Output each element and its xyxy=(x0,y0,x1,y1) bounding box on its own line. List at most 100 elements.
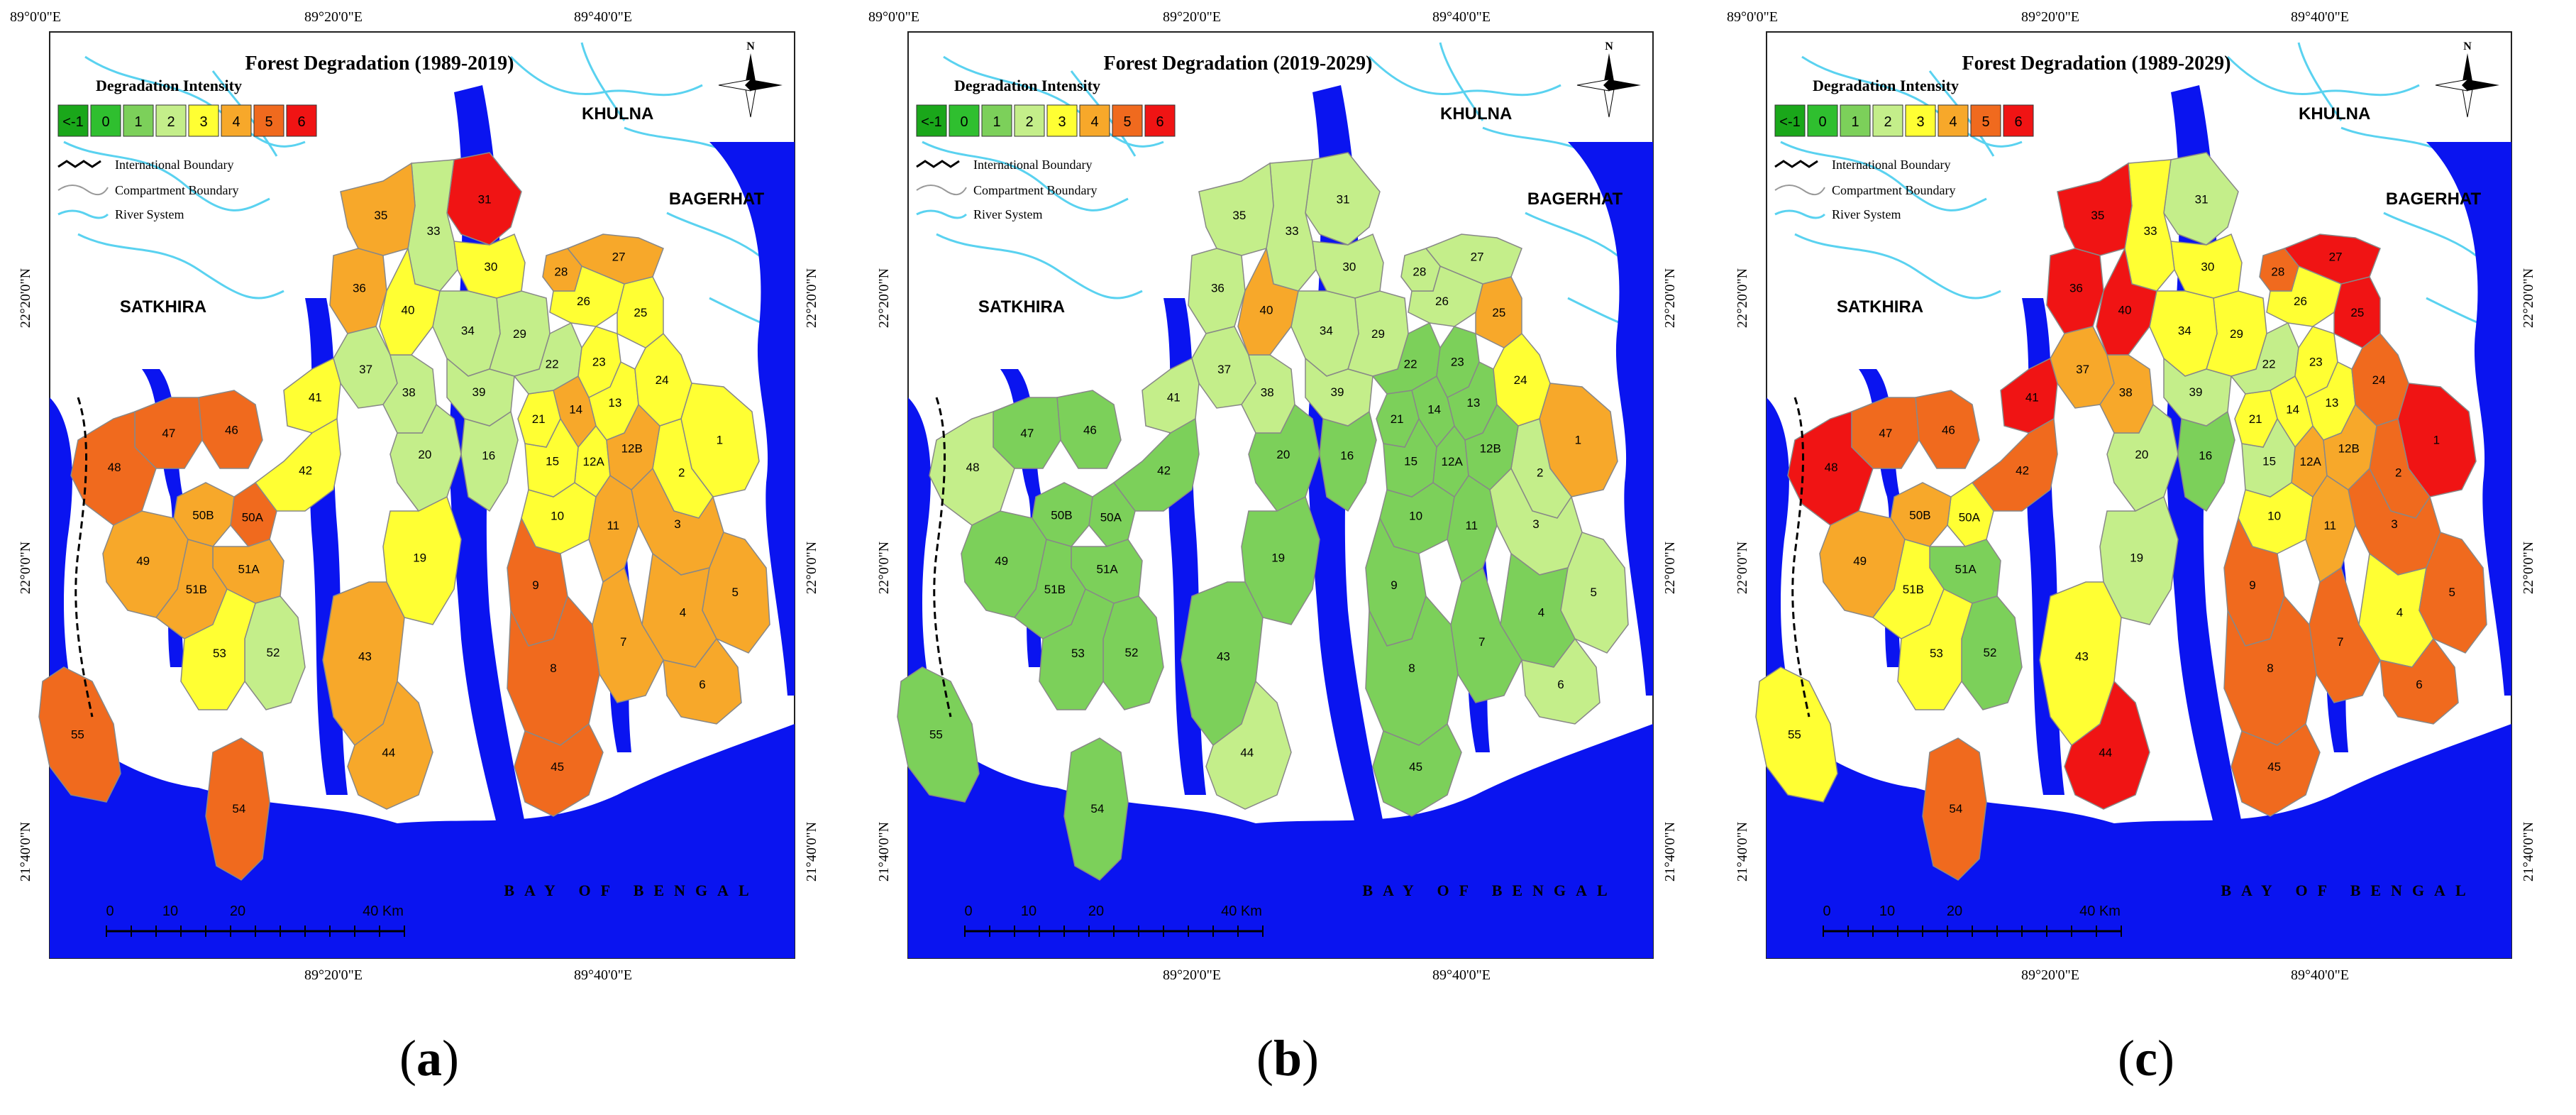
compartment-label-33: 33 xyxy=(2144,224,2157,238)
compartment-label-3: 3 xyxy=(1532,517,1539,531)
map-panel-c: 1 2 3 4 5 6 7 8 9 10 11 12A 12B 13 14 15 16 19 20 21 22 23 24 2… xyxy=(1717,0,2575,1115)
coord-bottom: 89°20'0"E xyxy=(2021,967,2079,983)
compartment-label-1: 1 xyxy=(717,433,723,446)
compartment-label-11: 11 xyxy=(607,519,619,532)
compartment-label-38: 38 xyxy=(402,386,416,400)
compartment-label-36: 36 xyxy=(1211,282,1225,295)
compartment-label-19: 19 xyxy=(1271,551,1285,565)
compartment-label-46: 46 xyxy=(1083,424,1097,437)
compartment-label-27: 27 xyxy=(2329,250,2343,263)
legend-swatch xyxy=(57,104,89,137)
compartment-38 xyxy=(382,354,437,434)
label-satkhira: SATKHIRA xyxy=(978,297,1065,317)
compartment-label-6: 6 xyxy=(699,678,705,691)
compartment-label-26: 26 xyxy=(2294,295,2307,308)
compartment-label-51b: 51B xyxy=(186,583,207,596)
legend-class-label: 6 xyxy=(1156,114,1163,130)
caption-c: (c) xyxy=(2118,1030,2174,1087)
compartment-label-33: 33 xyxy=(427,224,441,238)
compartment-label-38: 38 xyxy=(2119,386,2133,400)
north-arrow-icon xyxy=(1576,53,1641,118)
legend-class-label: 6 xyxy=(297,114,305,130)
compartment-42 xyxy=(1971,417,2058,512)
compartment-27 xyxy=(2283,234,2381,285)
compartment-label-47: 47 xyxy=(1020,427,1034,440)
legend-class-label: 3 xyxy=(1916,114,1924,130)
compartment-label-42: 42 xyxy=(1157,464,1171,478)
legend-swatch xyxy=(1905,104,1936,137)
compartment-label-43: 43 xyxy=(358,649,372,663)
legend-title: Degradation Intensity xyxy=(1813,77,1959,94)
legend-title: Degradation Intensity xyxy=(954,77,1100,94)
compartment-5 xyxy=(2419,532,2487,654)
compartment-50b xyxy=(1032,482,1093,547)
compartment-38 xyxy=(1241,354,1295,434)
scalebar-label: 20 xyxy=(1088,903,1104,919)
compartment-label-4: 4 xyxy=(680,606,686,620)
legend-class-label: 5 xyxy=(1123,114,1131,130)
river-line xyxy=(1439,42,1484,121)
compartment-5 xyxy=(1560,532,1629,654)
compartment-label-3: 3 xyxy=(2391,517,2397,531)
compartment-label-52: 52 xyxy=(267,646,280,659)
coord-right: 21°40'0"N xyxy=(2521,822,2536,881)
compartment-36 xyxy=(1188,248,1246,334)
coord-left: 21°40'0"N xyxy=(876,822,892,881)
compartment-54 xyxy=(1922,737,1987,881)
scalebar-label: 20 xyxy=(230,903,245,919)
caption-letter-c: c xyxy=(2135,1030,2157,1087)
compartment-label-35: 35 xyxy=(374,209,387,222)
compartment-40 xyxy=(2096,246,2157,356)
compartment-24 xyxy=(2351,332,2409,427)
compartment-label-51a: 51A xyxy=(1955,562,1977,576)
legend-international-boundary-label: International Boundary xyxy=(973,158,1092,172)
compartment-label-47: 47 xyxy=(1879,427,1892,440)
compartment-label-46: 46 xyxy=(1942,424,1955,437)
compartment-label-45: 45 xyxy=(551,760,564,774)
compartment-label-28: 28 xyxy=(554,265,568,279)
compartment-label-4: 4 xyxy=(2397,606,2403,620)
legend-compartment-boundary-icon xyxy=(1774,185,1825,195)
compartment-30 xyxy=(453,234,526,299)
compartment-label-2: 2 xyxy=(678,466,685,480)
legend-class-label: 4 xyxy=(232,114,240,130)
compartment-label-29: 29 xyxy=(513,327,526,341)
compartment-label-46: 46 xyxy=(225,424,238,437)
river-line xyxy=(63,141,270,212)
compartment-label-44: 44 xyxy=(2099,746,2112,759)
map-title: Forest Degradation (1989-2019) xyxy=(245,53,514,75)
compartment-25 xyxy=(617,276,664,348)
compartment-label-53: 53 xyxy=(213,647,226,660)
compartment-label-54: 54 xyxy=(1949,802,1962,815)
label-bagerhat: BAGERHAT xyxy=(669,190,765,209)
compartment-label-30: 30 xyxy=(2201,260,2214,274)
legend-swatch xyxy=(1970,104,2001,137)
coord-left: 22°20'0"N xyxy=(1735,268,1750,328)
compartment-28 xyxy=(2259,248,2299,292)
north-arrow-letter: N xyxy=(746,40,755,53)
compartment-label-37: 37 xyxy=(359,363,372,376)
river-line xyxy=(2297,42,2343,121)
sea xyxy=(1767,717,2511,958)
compartment-label-49: 49 xyxy=(136,554,150,568)
compartment-label-55: 55 xyxy=(929,727,943,741)
river-line xyxy=(1780,141,1987,212)
label-bay-of-bengal: BAY OF BENGAL xyxy=(1362,881,1617,899)
compartment-label-42: 42 xyxy=(2016,464,2029,478)
compartment-label-25: 25 xyxy=(634,306,647,319)
compartment-39 xyxy=(2163,357,2232,427)
compartment-label-35: 35 xyxy=(2091,209,2104,222)
compartment-label-2: 2 xyxy=(1537,466,1543,480)
map-panel-a: 1 2 3 4 5 6 7 8 9 10 11 12A 12B 13 14 15 16 19 20 21 22 23 24 2… xyxy=(0,0,858,1115)
compartment-label-29: 29 xyxy=(2230,327,2243,341)
compartment-label-21: 21 xyxy=(2249,412,2262,426)
compartment-label-22: 22 xyxy=(546,358,559,371)
compartment-45 xyxy=(1372,723,1462,817)
coord-bottom: 89°40'0"E xyxy=(1432,967,1491,983)
compartment-label-31: 31 xyxy=(1337,193,1350,207)
compartment-label-10: 10 xyxy=(1409,509,1422,522)
coord-left: 22°0'0"N xyxy=(18,542,33,594)
legend-class-label: 2 xyxy=(1025,114,1033,130)
compartment-label-23: 23 xyxy=(2309,355,2323,368)
